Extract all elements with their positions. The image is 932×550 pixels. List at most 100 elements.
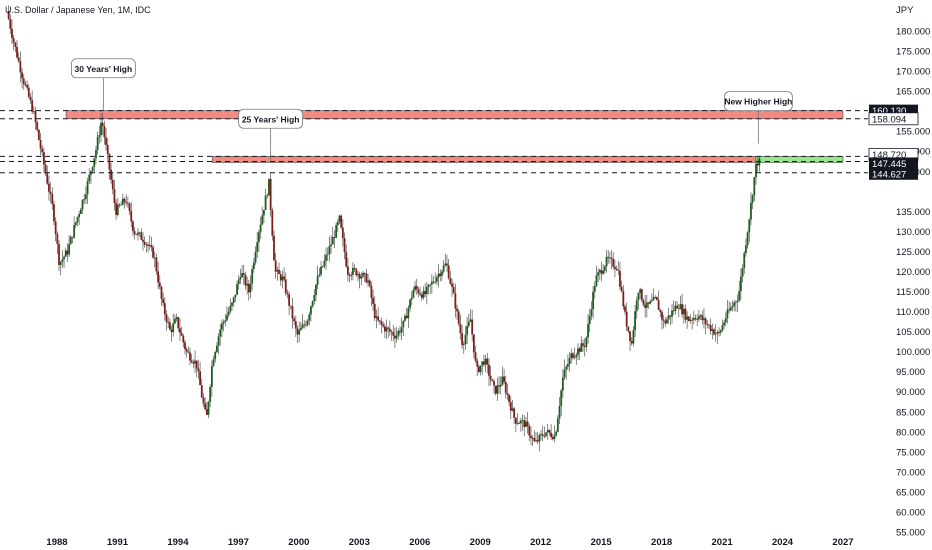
candle-body-410 <box>696 319 699 320</box>
candle-body-419 <box>711 329 714 331</box>
candle-body-150 <box>259 224 262 233</box>
candle-body-294 <box>501 376 504 385</box>
currency-label: JPY <box>896 5 914 16</box>
candle-body-33 <box>63 256 65 260</box>
candle-body-59 <box>106 144 109 154</box>
candle-body-23 <box>46 173 49 184</box>
candle-body-170 <box>293 318 296 322</box>
chart-title: U.S. Dollar / Japanese Yen, 1M, IDC <box>5 5 151 15</box>
candle-body-266 <box>454 293 457 309</box>
candle-body-300 <box>511 408 514 411</box>
candle-body-239 <box>409 299 411 309</box>
candle-body-317 <box>540 434 542 436</box>
candle-body-336 <box>572 353 574 358</box>
candle-body-212 <box>363 273 366 274</box>
candle-body-296 <box>504 382 507 393</box>
candle-body-74 <box>132 221 134 232</box>
candle-body-262 <box>447 265 450 279</box>
candle-body-205 <box>352 267 354 275</box>
candle-body-169 <box>291 306 294 319</box>
candle-body-308 <box>525 421 527 428</box>
candle-body-241 <box>412 290 415 298</box>
candle-body-230 <box>394 335 396 339</box>
candle-body-233 <box>399 331 401 333</box>
candle-body-96 <box>168 322 171 330</box>
candle-body-0 <box>7 10 10 19</box>
candle-body-29 <box>56 234 59 245</box>
candle-body-76 <box>135 234 138 235</box>
x-tick-label-3: 1997 <box>228 537 249 548</box>
candle-body-160 <box>276 269 279 272</box>
candle-body-227 <box>388 328 391 332</box>
candle-body-122 <box>212 359 215 367</box>
candle-body-38 <box>71 236 74 238</box>
candle-body-5 <box>16 46 18 58</box>
price-badge-box-5 <box>869 167 918 180</box>
candle-body-214 <box>367 280 369 283</box>
candle-body-119 <box>207 401 210 415</box>
candle-body-65 <box>116 204 119 215</box>
candle-body-31 <box>59 261 62 265</box>
candle-body-213 <box>365 273 368 283</box>
candle-body-255 <box>436 277 438 282</box>
candle-body-222 <box>380 321 383 325</box>
candle-body-392 <box>666 319 668 324</box>
price-badge-text-1: 158.094 <box>872 114 906 125</box>
candle-body-142 <box>246 283 249 286</box>
candle-body-204 <box>350 274 353 276</box>
candle-body-210 <box>360 276 363 279</box>
candle-body-52 <box>95 149 97 159</box>
candle-body-382 <box>649 301 652 304</box>
candle-body-108 <box>189 352 191 361</box>
candle-body-17 <box>36 121 39 130</box>
time-axis[interactable]: 1988 1991 1994 1997 2000 2003 2006 2009 2012 2015… <box>46 537 853 548</box>
zone-2 <box>755 156 844 163</box>
y-tick-label-8: 130.000 <box>896 227 930 238</box>
candle-body-338 <box>575 354 578 357</box>
candle-body-94 <box>165 314 168 323</box>
candle-body-18 <box>37 129 40 140</box>
candle-body-117 <box>204 403 207 410</box>
candle-body-158 <box>273 235 275 261</box>
candle-body-384 <box>652 297 655 301</box>
candle-body-288 <box>491 379 494 382</box>
candle-body-249 <box>425 286 428 295</box>
candle-body-269 <box>459 323 462 334</box>
candle-body-274 <box>467 321 470 326</box>
candle-body-349 <box>593 285 596 292</box>
candle-body-292 <box>498 385 500 387</box>
price-axis-background <box>868 0 932 550</box>
candle-body-405 <box>687 316 690 322</box>
candle-body-281 <box>479 365 482 372</box>
candle-body-196 <box>336 221 339 226</box>
y-tick-label-11: 115.000 <box>896 287 930 298</box>
candle-body-15 <box>32 111 35 112</box>
candle-body-85 <box>150 245 153 248</box>
x-tick-label-9: 2015 <box>591 537 613 548</box>
candle-body-147 <box>254 251 257 263</box>
y-tick-label-15: 95.000 <box>896 367 925 378</box>
candle-body-248 <box>424 290 427 295</box>
candle-body-310 <box>528 425 531 436</box>
candle-body-415 <box>704 318 707 325</box>
candle-body-372 <box>632 330 635 344</box>
candle-body-22 <box>44 164 47 174</box>
candle-body-278 <box>474 352 477 361</box>
candle-body-123 <box>214 352 217 360</box>
x-tick-label-5: 2003 <box>349 537 370 548</box>
candle-body-436 <box>739 276 742 292</box>
candle-body-63 <box>113 189 116 203</box>
candle-body-148 <box>256 242 259 252</box>
candle-body-197 <box>338 215 341 222</box>
candle-body-188 <box>323 260 326 267</box>
callout-text-1: 25 Years' High <box>242 114 300 124</box>
candle-body-400 <box>679 304 682 309</box>
candle-body-412 <box>699 315 702 317</box>
y-tick-label-16: 90.000 <box>896 387 925 398</box>
candle-body-44 <box>81 199 84 210</box>
price-badge-text-2: 148.720 <box>872 150 906 161</box>
candle-body-201 <box>345 252 348 267</box>
candle-body-442 <box>750 202 752 220</box>
y-tick-label-4: 155.000 <box>896 127 930 138</box>
